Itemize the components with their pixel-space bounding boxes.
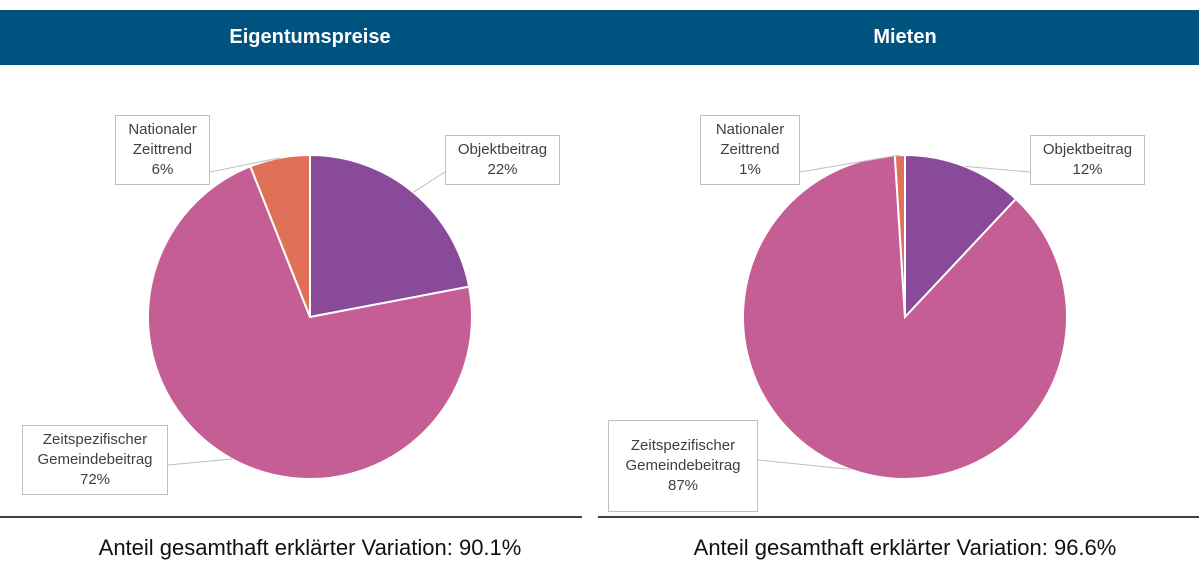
pie-slice (147, 165, 473, 480)
leader-line (799, 154, 900, 173)
data-label: Zeitspezifischer Gemeindebeitrag 87% (608, 420, 758, 512)
chart-note: Anteil gesamthaft erklärter Variation: 9… (693, 535, 1117, 560)
data-label: Zeitspezifischer Gemeindebeitrag 72% (22, 425, 168, 495)
data-label: Objektbeitrag 12% (1030, 135, 1145, 185)
label-category: Zeitspezifischer Gemeindebeitrag (37, 431, 153, 468)
chart-title: Mieten (873, 26, 937, 48)
label-category: Nationaler Zeittrend (128, 121, 197, 158)
data-label: Nationaler Zeittrend 1% (700, 115, 800, 185)
pie-slice (893, 153, 906, 318)
label-value: 72% (79, 471, 111, 488)
data-label: Objektbeitrag 22% (445, 135, 560, 185)
chart-note: Anteil gesamthaft erklärter Variation: 9… (98, 535, 522, 560)
leader-line (757, 459, 851, 470)
label-category: Nationaler Zeittrend (715, 121, 785, 158)
label-value: 6% (151, 161, 174, 178)
leader-line (167, 458, 233, 466)
label-category: Objektbeitrag (457, 141, 548, 158)
label-value: 87% (667, 477, 699, 494)
chart-title: Eigentumspreise (229, 26, 391, 48)
leader-line (964, 165, 1031, 173)
label-value: 1% (739, 161, 761, 178)
label-category: Zeitspezifischer Gemeindebeitrag (625, 437, 741, 474)
leader-line (209, 157, 280, 173)
leader-line (412, 171, 446, 193)
pie-slice (742, 154, 1068, 480)
label-category: Objektbeitrag (1042, 141, 1133, 158)
label-value: 12% (1072, 161, 1103, 178)
pie-slice (249, 153, 311, 318)
data-label: Nationaler Zeittrend 6% (115, 115, 210, 185)
header-bar (0, 10, 1199, 65)
label-value: 22% (487, 161, 518, 178)
